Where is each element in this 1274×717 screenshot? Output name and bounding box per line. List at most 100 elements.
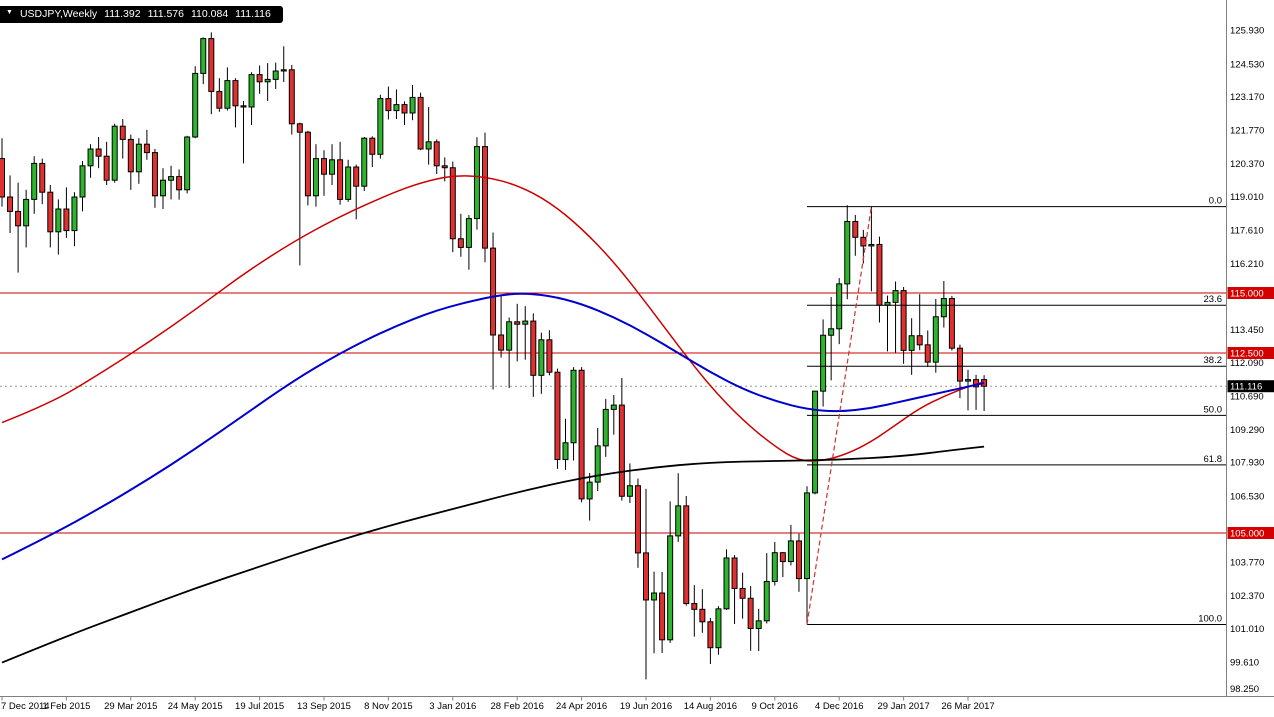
candle — [691, 585, 698, 637]
candle — [948, 295, 955, 351]
candle-body — [87, 148, 94, 167]
candle — [353, 164, 360, 220]
price-axis-label: 102.370 — [1230, 591, 1264, 602]
candle-body — [618, 404, 625, 497]
candle-body — [176, 176, 183, 191]
candle — [820, 319, 827, 407]
candle-body — [425, 141, 432, 150]
time-axis-label: 19 Jul 2015 — [235, 701, 284, 712]
price-axis-label: 112.090 — [1230, 358, 1264, 369]
candle-body — [498, 334, 505, 351]
candle — [844, 205, 851, 300]
price-axis-label: 116.210 — [1230, 259, 1264, 270]
candle-body — [965, 379, 971, 382]
candle — [594, 427, 601, 491]
candle — [457, 213, 464, 257]
candle-body — [192, 72, 199, 138]
time-axis-label: 4 Dec 2016 — [815, 701, 864, 712]
fib-trendline[interactable] — [806, 206, 872, 625]
candle-body — [361, 137, 368, 187]
candle-body — [119, 125, 126, 140]
candle-body — [465, 218, 472, 248]
candle — [908, 318, 915, 375]
candle — [7, 175, 14, 233]
candle — [425, 107, 432, 165]
candle-body — [514, 321, 521, 325]
candle-body — [63, 208, 70, 232]
candle-body — [844, 220, 851, 285]
candle — [176, 169, 183, 200]
fib-level-label: 50.0 — [1204, 404, 1223, 415]
candle — [224, 67, 231, 111]
candle-body — [723, 557, 730, 610]
candle-body — [916, 335, 923, 346]
candle — [111, 123, 118, 183]
price-tag-label: 112.500 — [1230, 349, 1264, 360]
candle-body — [457, 238, 464, 248]
candle — [192, 66, 199, 139]
candle — [506, 317, 513, 389]
candle-body — [345, 166, 352, 200]
candle — [578, 367, 585, 503]
candle-body — [490, 247, 497, 336]
candle-body — [280, 69, 287, 72]
time-axis-label: 24 Apr 2016 — [556, 701, 607, 712]
candle-body — [7, 196, 14, 212]
candle-body — [530, 320, 537, 376]
candle-body — [787, 540, 794, 563]
time-axis-label: 24 May 2015 — [168, 701, 223, 712]
candle — [160, 168, 166, 209]
price-tag-bg — [1227, 380, 1274, 393]
candle-body — [337, 159, 344, 200]
candle — [514, 303, 521, 362]
candle — [610, 395, 617, 435]
candle-body — [691, 603, 698, 610]
fib-level-label: 100.0 — [1198, 613, 1222, 624]
time-axis[interactable] — [0, 697, 1274, 717]
candle-body — [626, 485, 633, 497]
candle-body — [433, 141, 440, 167]
candle — [240, 101, 247, 164]
candle — [771, 541, 778, 586]
candle-body — [393, 104, 400, 112]
candle — [538, 332, 545, 394]
candle-body — [683, 505, 690, 605]
price-axis-label: 106.530 — [1230, 491, 1264, 502]
candle-body — [417, 96, 424, 150]
price-tag-label: 111.116 — [1230, 382, 1262, 393]
candle — [23, 189, 30, 248]
candle-body — [562, 442, 569, 461]
candle — [119, 119, 126, 159]
candle — [643, 488, 649, 680]
candle-body — [578, 369, 585, 500]
candle — [530, 313, 537, 397]
candle — [852, 215, 859, 256]
candle — [232, 78, 239, 128]
candle-body — [546, 339, 553, 373]
candle — [216, 78, 223, 112]
candle-body — [940, 298, 947, 318]
candle — [812, 390, 819, 495]
candle — [87, 144, 94, 178]
time-axis-label: 7 Dec 2014 — [1, 701, 50, 712]
candle — [522, 306, 529, 360]
time-axis-label: 3 Jan 2016 — [429, 701, 476, 712]
candle — [916, 294, 923, 351]
candle-body — [747, 597, 754, 630]
candle-body — [79, 165, 86, 198]
candle-body — [216, 90, 223, 109]
candle-body — [127, 138, 134, 173]
candle-body — [377, 98, 384, 155]
price-axis-label: 110.690 — [1230, 391, 1264, 402]
candle-body — [900, 290, 907, 351]
candle-body — [312, 158, 319, 197]
time-axis-label: 13 Sep 2015 — [297, 701, 351, 712]
price-axis-label: 120.370 — [1230, 159, 1264, 170]
candle — [651, 571, 658, 654]
candle-body — [441, 165, 448, 169]
candle-body — [956, 347, 963, 382]
candle — [675, 473, 682, 542]
candle-body — [634, 485, 641, 554]
